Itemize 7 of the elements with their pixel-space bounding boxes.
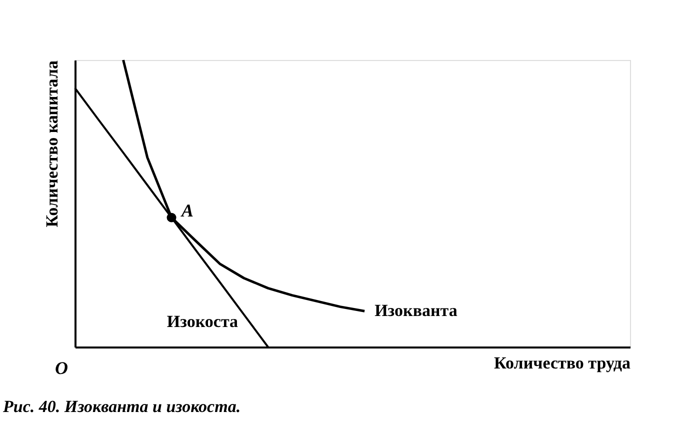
series-label: Изокванта (374, 301, 458, 320)
text: Рис. 40. Изокванта и изокоста. (2, 397, 241, 416)
annotation: A (180, 200, 194, 221)
text: O (55, 358, 68, 378)
y-axis-title: Количество капитала (42, 60, 62, 228)
series-label: Изокоста (166, 312, 239, 331)
x-axis-title: Количество труда (494, 354, 631, 372)
